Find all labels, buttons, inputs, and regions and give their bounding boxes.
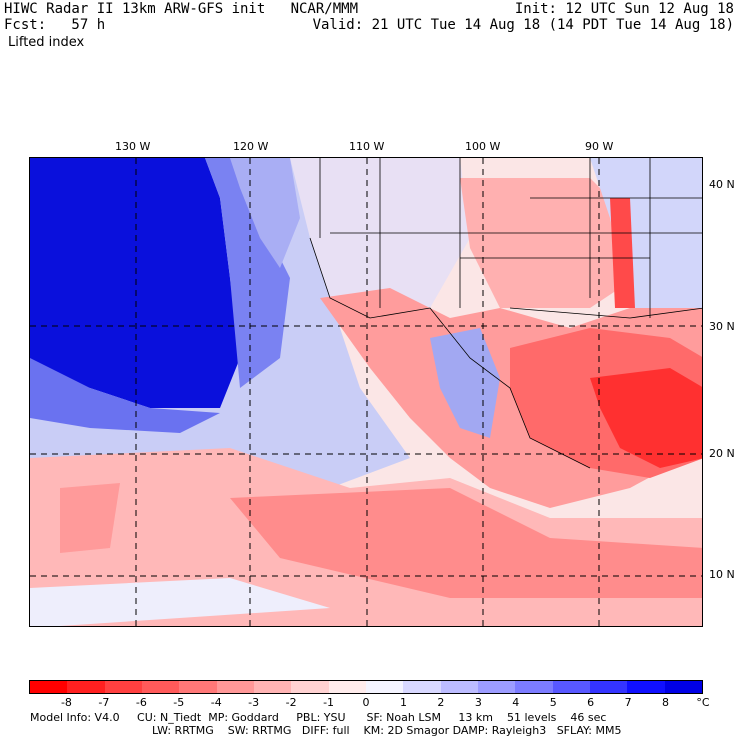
colorbar-segment <box>253 681 292 693</box>
map-canvas <box>30 158 702 626</box>
colorbar-segment <box>664 681 702 693</box>
init-time: Init: 12 UTC Sun 12 Aug 18 <box>514 1 734 17</box>
colorbar-tick-label: -4 <box>210 696 222 709</box>
colorbar-unit: °C <box>696 696 710 709</box>
colorbar-segment <box>515 681 553 693</box>
colorbar-tick-label: -6 <box>135 696 147 709</box>
colorbar-tick-label: -7 <box>98 696 110 709</box>
colorbar-tick-label: 7 <box>624 696 632 709</box>
colorbar <box>29 680 703 694</box>
valid-time: Valid: 21 UTC Tue 14 Aug 18 (14 PDT Tue … <box>312 17 734 33</box>
colorbar-segment <box>67 681 105 693</box>
lon-label-100w: 100 W <box>465 140 501 153</box>
colorbar-tick-label: -5 <box>173 696 185 709</box>
lat-label-10n: 10 N <box>709 568 735 581</box>
colorbar-tick-label: -1 <box>323 696 335 709</box>
lifted-index-map <box>29 157 703 627</box>
colorbar-tick-label: 8 <box>662 696 670 709</box>
model-info-line1: Model Info: V4.0 CU: N_Tiedt MP: Goddard… <box>30 711 607 724</box>
lon-label-90w: 90 W <box>585 140 614 153</box>
colorbar-segment <box>403 681 441 693</box>
colorbar-tick-label: 0 <box>362 696 370 709</box>
colorbar-segment <box>30 681 68 693</box>
model-info-line2: LW: RRTMG SW: RRTMG DIFF: full KM: 2D Sm… <box>152 724 622 737</box>
lon-label-120w: 120 W <box>233 140 269 153</box>
lat-label-20n: 20 N <box>709 447 735 460</box>
colorbar-segment <box>477 681 516 693</box>
colorbar-tick-label: 2 <box>437 696 445 709</box>
colorbar-segment <box>365 681 404 693</box>
lat-label-30n: 30 N <box>709 320 735 333</box>
colorbar-tick-label: -2 <box>285 696 297 709</box>
lat-label-40n: 40 N <box>709 178 735 191</box>
colorbar-tick-label: -8 <box>60 696 72 709</box>
colorbar-segment <box>104 681 142 693</box>
colorbar-tick-label: 4 <box>512 696 520 709</box>
header-title: HIWC Radar II 13km ARW-GFS init NCAR/MMM <box>4 1 359 17</box>
colorbar-segment <box>440 681 478 693</box>
colorbar-segment <box>552 681 590 693</box>
lon-label-130w: 130 W <box>115 140 151 153</box>
colorbar-segment <box>328 681 366 693</box>
colorbar-tick-label: 3 <box>474 696 482 709</box>
field-name: Lifted index <box>8 35 85 50</box>
colorbar-tick-label: -3 <box>248 696 260 709</box>
colorbar-tick-label: 5 <box>549 696 557 709</box>
colorbar-segment <box>179 681 217 693</box>
lon-label-110w: 110 W <box>349 140 385 153</box>
colorbar-segment <box>216 681 254 693</box>
colorbar-segment <box>589 681 628 693</box>
colorbar-segment <box>291 681 329 693</box>
colorbar-segment <box>627 681 665 693</box>
colorbar-tick-label: 1 <box>399 696 407 709</box>
colorbar-tick-label: 6 <box>587 696 595 709</box>
forecast-hour: Fcst: 57 h <box>4 17 106 33</box>
colorbar-segment <box>141 681 180 693</box>
